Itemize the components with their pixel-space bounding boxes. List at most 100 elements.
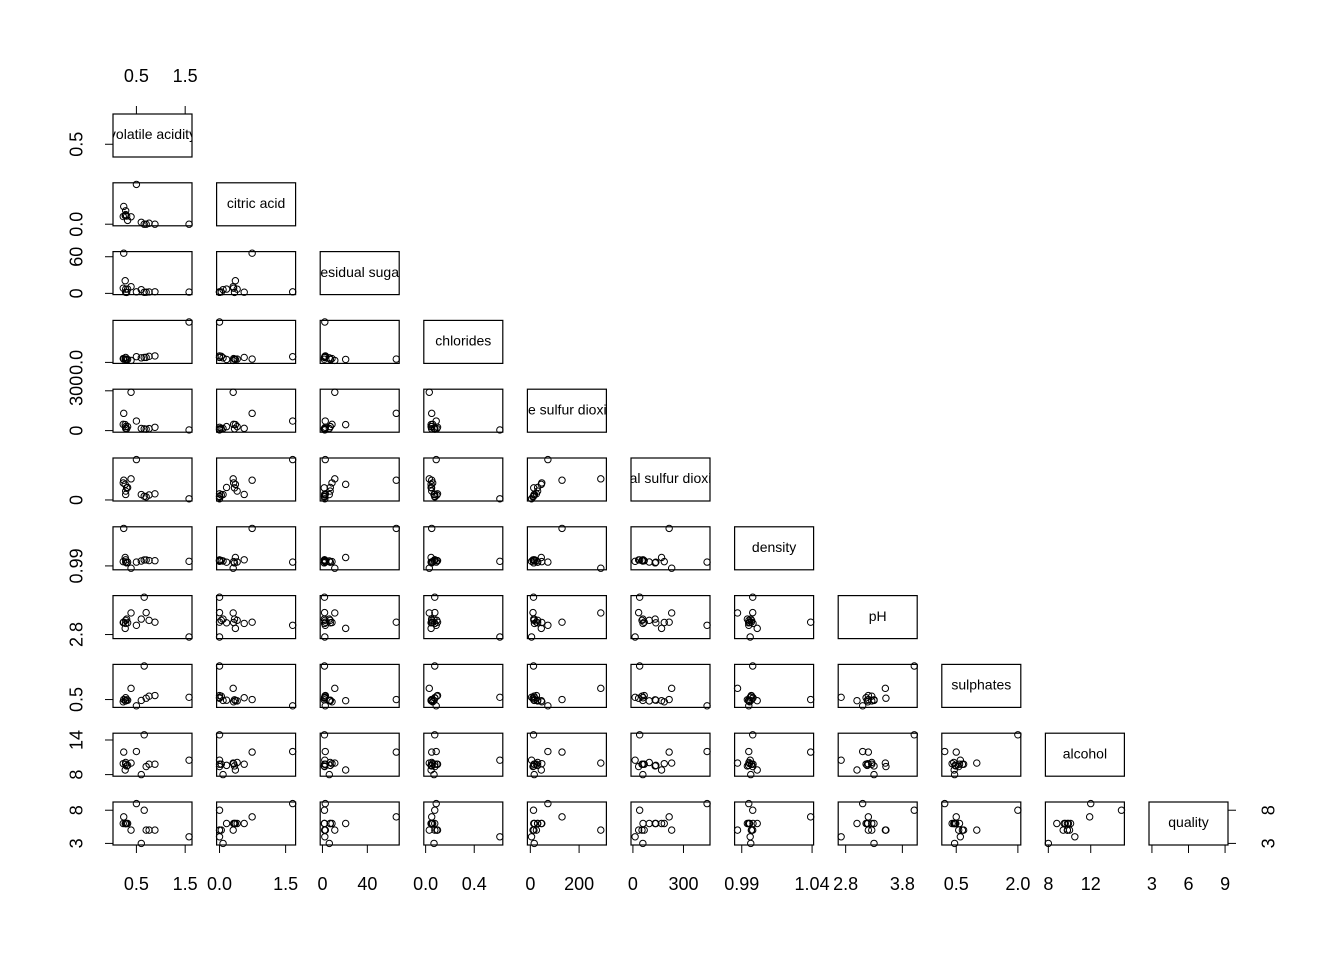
point [496, 557, 504, 566]
point [121, 288, 130, 296]
point [948, 819, 956, 828]
panel-box [319, 319, 400, 364]
point [425, 759, 433, 767]
point [240, 819, 248, 828]
point [597, 684, 605, 693]
point [321, 426, 329, 434]
point [431, 819, 439, 828]
panel-box [733, 526, 815, 571]
x-tick-label: 2.8 [833, 874, 858, 894]
point [631, 557, 639, 566]
point [151, 423, 159, 431]
point [321, 693, 329, 702]
point [145, 760, 153, 768]
point [1085, 813, 1094, 821]
point [537, 624, 545, 633]
panel-box [216, 801, 297, 846]
point [703, 558, 711, 566]
point [870, 839, 878, 848]
point [558, 524, 566, 533]
point [657, 766, 666, 774]
point [392, 524, 400, 533]
point [331, 826, 339, 834]
point [496, 756, 504, 764]
point [288, 288, 297, 296]
point [145, 616, 153, 625]
point [248, 748, 256, 756]
point [215, 495, 224, 503]
point [745, 702, 753, 710]
point [597, 564, 605, 572]
point [431, 760, 439, 768]
point [222, 483, 231, 492]
point [667, 564, 676, 572]
point [544, 621, 552, 629]
panel-box [216, 663, 297, 709]
x-tick-label: 1.5 [173, 874, 198, 894]
point [431, 731, 439, 739]
point [229, 282, 237, 291]
point [837, 756, 845, 764]
point [1014, 806, 1022, 814]
point [233, 697, 241, 705]
point [597, 475, 605, 483]
x-tick-label: 0.0 [207, 874, 232, 894]
point [1117, 806, 1126, 814]
point [121, 694, 130, 702]
point [631, 693, 639, 702]
panel-box [837, 801, 918, 846]
point [639, 839, 647, 848]
point [288, 558, 297, 566]
point [151, 557, 159, 565]
panel-box [630, 732, 711, 777]
point [430, 424, 438, 433]
x-tick-label: 0.5 [944, 874, 969, 894]
y-tick-label: 0.5 [67, 687, 87, 712]
point [538, 618, 546, 627]
point [749, 619, 757, 628]
panel-box [526, 457, 608, 502]
point [425, 609, 433, 617]
point [639, 694, 647, 702]
point [746, 693, 754, 702]
panel-box [216, 732, 297, 777]
point [122, 212, 131, 220]
point [870, 696, 878, 705]
x-tick-label: 6 [1183, 874, 1193, 894]
point [635, 593, 644, 601]
panel-box [630, 801, 711, 846]
point [428, 618, 436, 626]
point [151, 691, 159, 700]
point [432, 747, 440, 756]
panel-box [319, 663, 400, 709]
point [645, 697, 653, 705]
point [749, 593, 757, 601]
point [667, 684, 676, 693]
point [145, 352, 153, 361]
point [185, 633, 193, 641]
variable-label: total sulfur dioxide [614, 470, 727, 486]
point [639, 619, 647, 628]
point [837, 833, 845, 841]
point [229, 698, 238, 706]
point [151, 760, 159, 768]
point [427, 483, 435, 492]
point [140, 731, 148, 739]
y-tick-label: 14 [67, 730, 87, 750]
panel-box [319, 526, 400, 571]
point [745, 621, 753, 629]
point [747, 692, 756, 700]
point [745, 747, 753, 756]
x-tick-label: 12 [1081, 874, 1101, 894]
point [185, 756, 193, 764]
point [121, 819, 130, 828]
panel-box [941, 732, 1022, 777]
point [532, 826, 541, 834]
panel-box [319, 801, 400, 846]
point [527, 495, 536, 503]
point [558, 618, 566, 626]
point [132, 180, 141, 189]
panel-box [733, 732, 815, 777]
variable-label: quality [1168, 814, 1208, 830]
point [123, 696, 132, 704]
